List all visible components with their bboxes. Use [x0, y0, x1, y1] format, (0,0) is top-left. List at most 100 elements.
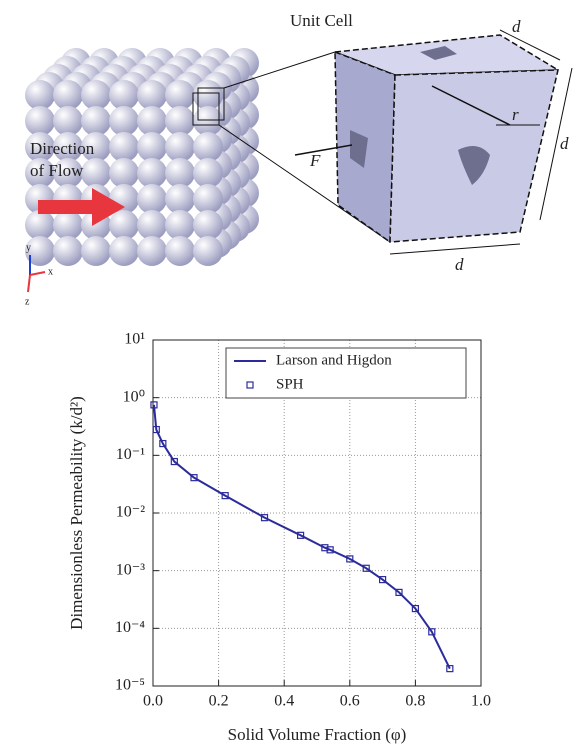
data-point: [297, 531, 305, 539]
flow-arrow: [38, 188, 125, 226]
sphere: [193, 210, 223, 240]
y-tick-label: 10⁻³: [116, 561, 145, 578]
sphere: [53, 80, 83, 110]
axis-label: z: [25, 296, 30, 307]
data-point: [152, 425, 160, 434]
cube-openings: [350, 46, 490, 185]
zoom-line: [223, 51, 336, 89]
sphere: [81, 132, 111, 162]
sphere: [109, 210, 139, 240]
sphere: [165, 106, 195, 136]
plot-frame: [152, 339, 482, 687]
sphere: [165, 80, 195, 110]
sphere: [81, 158, 111, 188]
y-tick-label: 10⁰: [123, 388, 145, 405]
dimension-label: d: [512, 17, 521, 36]
data-point: [362, 564, 370, 572]
sphere: [109, 106, 139, 136]
sphere: [53, 158, 83, 188]
axis-x-line: [29, 271, 46, 276]
sphere: [25, 80, 55, 110]
sphere: [165, 236, 195, 266]
axis-z-line: [27, 274, 31, 293]
x-tick-label: 0.2: [209, 693, 229, 710]
y-tick-label: 10⁻⁴: [115, 619, 145, 636]
sphere: [137, 184, 167, 214]
y-tick-label: 10⁻⁵: [115, 677, 145, 694]
y-tick-label: 10¹: [124, 331, 145, 348]
force-label: F: [309, 151, 321, 170]
sphere: [25, 132, 55, 162]
y-tick-label: 10⁻¹: [116, 446, 145, 463]
sphere: [53, 236, 83, 266]
sphere: [193, 184, 223, 214]
x-tick-label: 0.4: [274, 693, 294, 710]
data-point: [221, 492, 229, 500]
sphere: [109, 80, 139, 110]
x-axis-label: Solid Volume Fraction (φ): [228, 725, 407, 744]
x-tick-label: 0.0: [143, 693, 163, 710]
y-tick-label: 10⁻²: [116, 504, 145, 521]
legend-label: SPH: [276, 376, 304, 392]
data-point: [379, 575, 387, 584]
sphere: [53, 106, 83, 136]
legend-swatch: [246, 381, 254, 389]
legend-label: Larson and Higdon: [276, 352, 392, 368]
sphere: [81, 80, 111, 110]
sphere: [25, 158, 55, 188]
data-point: [159, 439, 167, 448]
axis-label: x: [48, 266, 53, 277]
unit-cell-label: Unit Cell: [290, 11, 353, 30]
data-point: [321, 544, 329, 552]
dim-line: [389, 243, 521, 255]
sphere: [53, 132, 83, 162]
sphere: [25, 210, 55, 240]
sphere: [193, 236, 223, 266]
sphere: [137, 158, 167, 188]
sphere: [193, 132, 223, 162]
unit-cell-marker: [197, 87, 225, 121]
sphere: [193, 106, 223, 136]
sphere: [137, 236, 167, 266]
axis-label: y: [26, 242, 31, 253]
radius-label: r: [512, 105, 519, 124]
chart: 10¹ 10⁰ 10⁻¹ 10⁻² 10⁻³ 10⁻⁴ 10⁻⁵0.0 0.2 0.4 0.6 0.…: [67, 331, 491, 744]
dim-line: [539, 67, 573, 221]
sphere: [165, 158, 195, 188]
sphere: [53, 210, 83, 240]
series-line: [152, 404, 451, 670]
sphere: [165, 184, 195, 214]
sphere: [165, 132, 195, 162]
sphere: [25, 106, 55, 136]
data-point: [170, 457, 178, 466]
legend: [225, 347, 467, 399]
dimension-label: d: [560, 134, 569, 153]
data-point: [346, 555, 354, 563]
sphere: [137, 80, 167, 110]
sphere: [81, 106, 111, 136]
radius-arrow: [431, 85, 511, 126]
flow-label: of Flow: [30, 161, 84, 180]
sphere: [193, 158, 223, 188]
x-tick-label: 0.6: [340, 693, 360, 710]
data-point: [428, 628, 436, 636]
x-tick-label: 1.0: [471, 693, 491, 710]
flow-label: Direction: [30, 139, 95, 158]
dimension-label: d: [455, 255, 464, 274]
y-axis-label: Dimensionless Permeability (k/d²): [67, 396, 86, 630]
data-point: [326, 546, 334, 554]
data-point: [411, 604, 419, 613]
sphere: [81, 236, 111, 266]
sphere: [109, 132, 139, 162]
data-point: [446, 665, 454, 673]
sphere: [137, 106, 167, 136]
sphere: [137, 132, 167, 162]
dim-line: [499, 29, 561, 61]
unit-cell-marker: [192, 92, 220, 126]
sphere: [165, 210, 195, 240]
data-point: [150, 401, 158, 409]
sphere: [109, 236, 139, 266]
force-arrow: [294, 144, 353, 156]
sphere: [25, 236, 55, 266]
